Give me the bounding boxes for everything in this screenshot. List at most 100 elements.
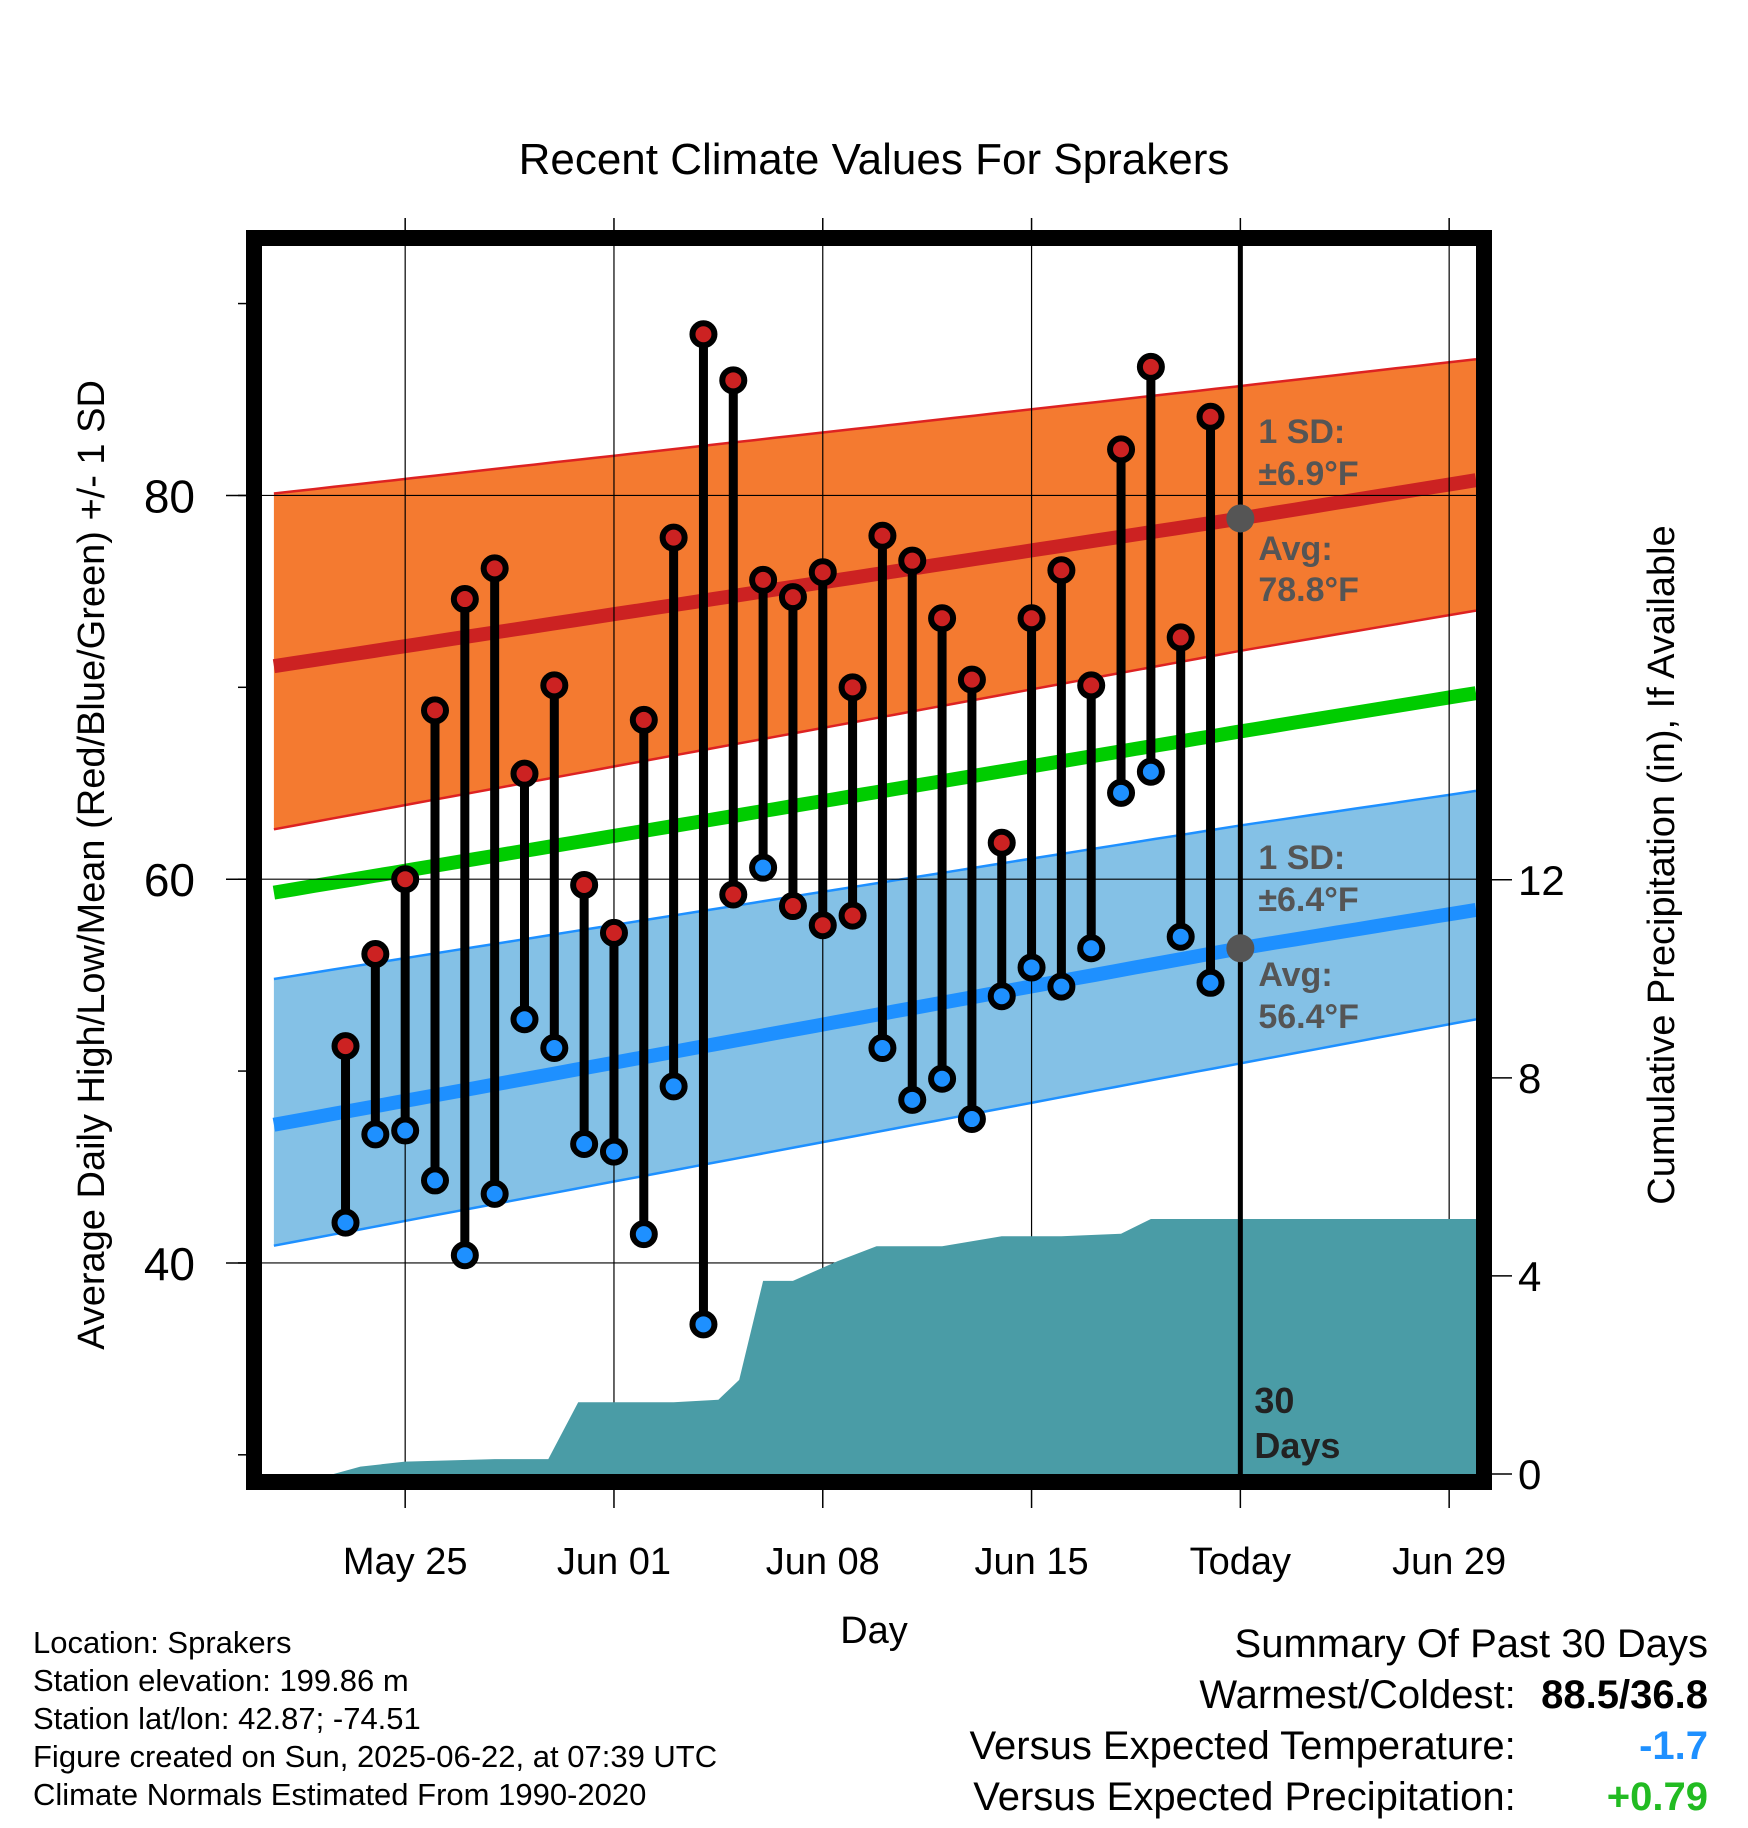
daily-low-point: [778, 892, 807, 921]
daily-high-point: [868, 521, 897, 550]
high-band-upper-edge: [273, 357, 1476, 495]
daily-low-point: [719, 880, 748, 909]
mean-line: [272, 686, 1476, 900]
summary-panel: Summary Of Past 30 Days Warmest/Coldest:…: [970, 1619, 1708, 1823]
today-days-word: Days: [1254, 1425, 1340, 1466]
daily-high-point: [1047, 556, 1076, 585]
high-avg-label: Avg:: [1258, 530, 1332, 568]
y-right-tick-label: 0: [1518, 1451, 1541, 1498]
x-tick-label: Jun 29: [1392, 1541, 1506, 1583]
daily-high-point: [361, 940, 390, 969]
high-band-lower-edge: [273, 609, 1476, 831]
daily-high-point: [987, 828, 1016, 857]
daily-high-point: [808, 558, 837, 587]
summary-warmest-coldest: Warmest/Coldest: 88.5/36.8: [970, 1670, 1708, 1721]
daily-high-point: [1077, 671, 1106, 700]
summary-precip: Versus Expected Precipitation: +0.79: [970, 1772, 1708, 1823]
daily-high-point: [957, 665, 986, 694]
daily-low-point: [1107, 778, 1136, 807]
daily-low-point: [629, 1220, 658, 1249]
daily-high-point: [1017, 604, 1046, 633]
low-band-lower-edge: [273, 1018, 1476, 1247]
daily-low-point: [689, 1310, 718, 1339]
daily-high-point: [719, 366, 748, 395]
today-days-number: 30: [1254, 1380, 1294, 1421]
y-left-tick-label: 80: [144, 470, 195, 522]
daily-high-point: [928, 604, 957, 633]
summary-heading: Summary Of Past 30 Days: [1234, 1622, 1708, 1666]
y-axis-left-label: Average Daily High/Low/Mean (Red/Blue/Gr…: [71, 380, 113, 1350]
daily-low-point: [1077, 934, 1106, 963]
x-tick-label: May 25: [343, 1541, 468, 1583]
high-sd-value: ±6.9°F: [1258, 455, 1358, 493]
daily-high-point: [838, 673, 867, 702]
low-band-upper-edge: [273, 789, 1476, 981]
daily-low-point: [659, 1072, 688, 1101]
low-sd-label: 1 SD:: [1258, 839, 1345, 877]
y-left-tick-label: 60: [144, 854, 195, 906]
low-mean-line: [272, 902, 1476, 1132]
daily-high-point: [1107, 435, 1136, 464]
daily-high-point: [778, 583, 807, 612]
daily-high-point: [749, 565, 778, 594]
observations-layer: [331, 320, 1225, 1339]
warmest-coldest-label: Warmest/Coldest:: [1199, 1673, 1516, 1717]
daily-low-point: [838, 901, 867, 930]
footer-created: Figure created on Sun, 2025-06-22, at 07…: [33, 1739, 718, 1774]
low-sd-value: ±6.4°F: [1258, 881, 1358, 919]
y-left-tick-label: 40: [144, 1238, 195, 1290]
temp-departure-value: -1.7: [1639, 1724, 1708, 1768]
high-avg-value: 78.8°F: [1258, 571, 1359, 609]
low-avg-dot: [1226, 934, 1255, 963]
x-tick-label: Jun 08: [766, 1541, 880, 1583]
daily-low-point: [957, 1105, 986, 1134]
footer-location: Location: Sprakers: [33, 1625, 292, 1660]
daily-low-point: [540, 1034, 569, 1063]
daily-high-point: [391, 865, 420, 894]
precip-area-layer: [333, 1219, 1476, 1474]
daily-high-point: [629, 705, 658, 734]
daily-low-point: [480, 1179, 509, 1208]
daily-low-point: [1196, 968, 1225, 997]
footer-meta: Location: Sprakers Station elevation: 19…: [33, 1624, 717, 1814]
footer-latlon: Station lat/lon: 42.87; -74.51: [33, 1701, 421, 1736]
precip-departure-value: +0.79: [1606, 1775, 1708, 1819]
daily-low-point: [361, 1120, 390, 1149]
chart-title: Recent Climate Values For Sprakers: [519, 135, 1230, 184]
normal-bands: [272, 357, 1476, 1247]
x-tick-label: Jun 15: [975, 1541, 1089, 1583]
daily-low-point: [391, 1116, 420, 1145]
x-tick-label: Today: [1190, 1541, 1291, 1583]
plot-frame: [246, 230, 1492, 1490]
daily-high-point: [540, 671, 569, 700]
daily-high-point: [510, 759, 539, 788]
daily-low-point: [1136, 757, 1165, 786]
daily-high-point: [659, 523, 688, 552]
summary-temp: Versus Expected Temperature: -1.7: [970, 1721, 1708, 1772]
daily-low-point: [808, 911, 837, 940]
x-tick-label: Jun 01: [557, 1541, 671, 1583]
daily-high-point: [480, 554, 509, 583]
high-sd-band: [273, 359, 1476, 830]
daily-low-point: [1017, 953, 1046, 982]
daily-high-point: [450, 585, 479, 614]
temp-departure-label: Versus Expected Temperature:: [969, 1724, 1516, 1768]
footer-elevation: Station elevation: 199.86 m: [33, 1663, 409, 1698]
y-right-tick-label: 8: [1518, 1055, 1541, 1102]
daily-high-point: [898, 546, 927, 575]
daily-high-point: [421, 696, 450, 725]
high-avg-dot: [1226, 504, 1255, 533]
y-right-tick-label: 12: [1518, 857, 1565, 904]
daily-low-point: [1047, 972, 1076, 1001]
daily-high-point: [599, 918, 628, 947]
y-right-tick-label: 4: [1518, 1253, 1541, 1300]
daily-low-point: [421, 1166, 450, 1195]
high-sd-label: 1 SD:: [1258, 413, 1345, 451]
daily-low-point: [868, 1034, 897, 1063]
x-axis-label: Day: [840, 1610, 908, 1652]
daily-high-point: [1166, 623, 1195, 652]
daily-low-point: [1166, 922, 1195, 951]
warmest-coldest-value: 88.5/36.8: [1541, 1673, 1708, 1717]
daily-low-point: [928, 1064, 957, 1093]
